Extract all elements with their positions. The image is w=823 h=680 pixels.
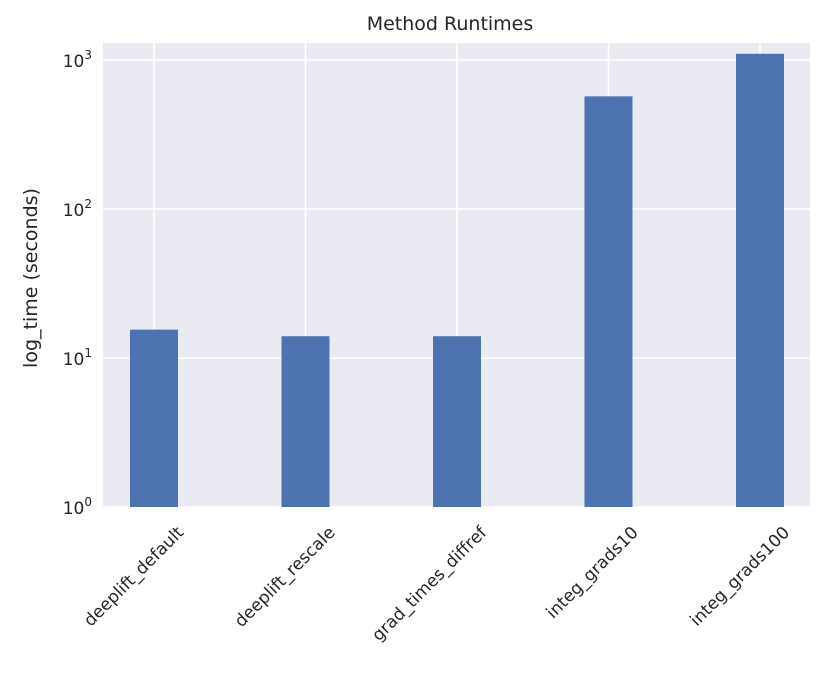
x-tick-label: deeplift_default xyxy=(80,523,188,631)
bar-integ-grads10 xyxy=(584,96,633,507)
bar-grad-times-diffref xyxy=(433,336,481,507)
x-tick-label: integ_grads100 xyxy=(686,523,794,631)
y-tick-label: 102 xyxy=(63,197,92,221)
x-tick-label: deeplift_rescale xyxy=(231,523,340,632)
y-tick-label: 101 xyxy=(63,346,92,370)
bar-deeplift-rescale xyxy=(281,336,330,507)
bar-integ-grads100 xyxy=(736,53,784,507)
bars xyxy=(130,53,784,507)
bar-deeplift-default xyxy=(130,329,178,507)
y-tick-label: 103 xyxy=(63,48,92,72)
x-tick-label: integ_grads10 xyxy=(543,523,643,623)
y-tick-label: 100 xyxy=(63,495,92,519)
x-tick-label: grad_times_diffref xyxy=(368,522,491,645)
x-axis-ticks: deeplift_default deeplift_rescale grad_tim… xyxy=(80,522,794,645)
chart-title: Method Runtimes xyxy=(367,13,534,35)
y-axis-label: log_time (seconds) xyxy=(20,188,42,368)
y-axis-ticks: 100 101 102 103 xyxy=(63,48,92,519)
